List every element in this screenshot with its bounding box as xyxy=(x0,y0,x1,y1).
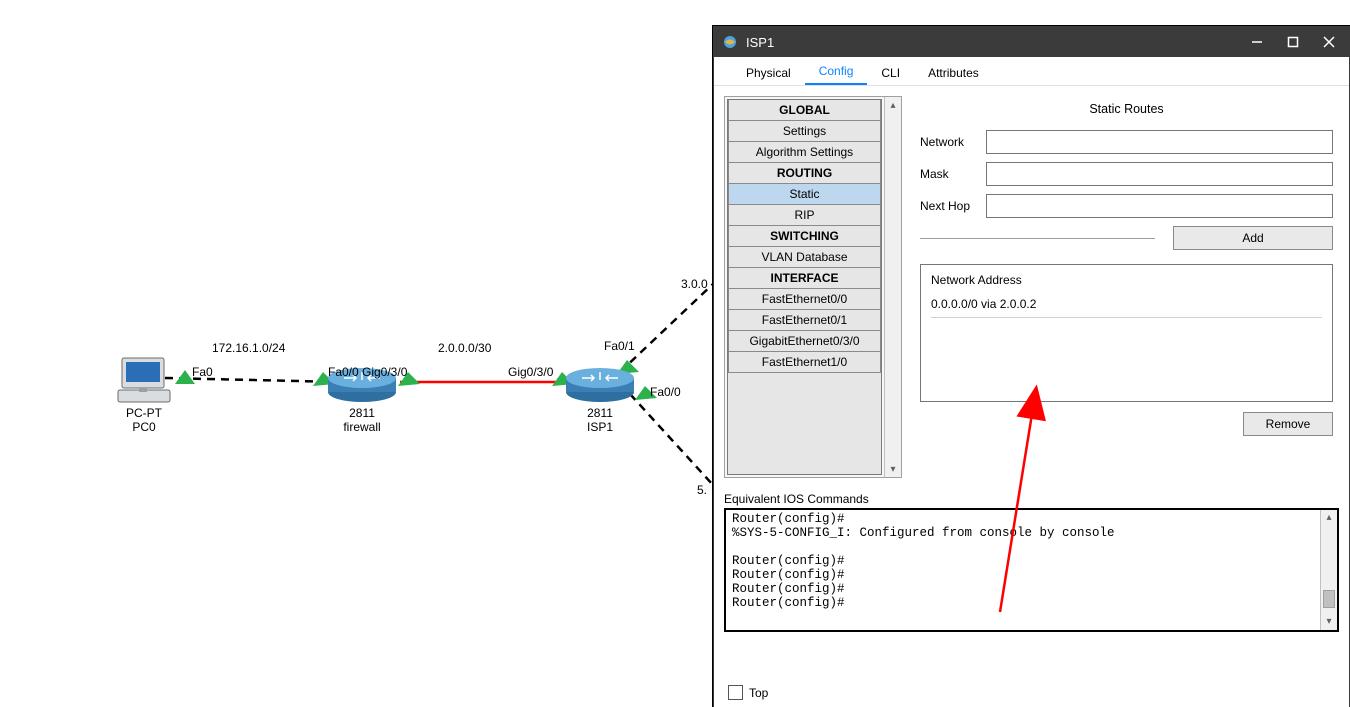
tree-item[interactable]: GigabitEthernet0/3/0 xyxy=(728,330,881,352)
tree-item[interactable]: Algorithm Settings xyxy=(728,141,881,163)
tree-item[interactable]: FastEthernet1/0 xyxy=(728,351,881,373)
window-titlebar[interactable]: ISP1 xyxy=(714,27,1349,57)
iface-fa00-right: Fa0/0 xyxy=(650,385,681,399)
route-entry[interactable]: 0.0.0.0/0 via 2.0.0.2 xyxy=(931,295,1322,318)
device-label-pc: PC-PT PC0 xyxy=(116,406,172,434)
ios-text: Router(config)# %SYS-5-CONFIG_I: Configu… xyxy=(726,510,1320,630)
subnet-label-1: 172.16.1.0/24 xyxy=(212,341,285,355)
partial-label-3: 3.0.0 xyxy=(681,277,708,291)
iface-fa0: Fa0 xyxy=(192,365,213,379)
ios-commands-box[interactable]: Router(config)# %SYS-5-CONFIG_I: Configu… xyxy=(724,508,1339,632)
tree-item[interactable]: RIP xyxy=(728,204,881,226)
network-label: Network xyxy=(920,135,986,149)
tree-header: ROUTING xyxy=(728,162,881,184)
minimize-button[interactable] xyxy=(1251,36,1263,48)
maximize-button[interactable] xyxy=(1287,36,1299,48)
tab-cli[interactable]: CLI xyxy=(867,60,914,85)
tab-config[interactable]: Config xyxy=(805,58,868,85)
pc-icon xyxy=(118,358,170,402)
iface-gig030-right: Gig0/3/0 xyxy=(508,365,553,379)
iface-gig030-left: Gig0/3/0 xyxy=(362,365,407,379)
tab-physical[interactable]: Physical xyxy=(732,60,805,85)
config-tree: GLOBALSettingsAlgorithm SettingsROUTINGS… xyxy=(724,96,902,478)
top-checkbox[interactable] xyxy=(728,685,743,700)
iface-fa00-left: Fa0/0 xyxy=(328,365,359,379)
link-isp1-down xyxy=(630,394,713,485)
window-footer: Top xyxy=(728,685,768,700)
network-input[interactable] xyxy=(986,130,1333,154)
tree-item[interactable]: Settings xyxy=(728,120,881,142)
tree-header: INTERFACE xyxy=(728,267,881,289)
partial-label-5: 5. xyxy=(697,483,707,497)
subnet-label-2: 2.0.0.0/30 xyxy=(438,341,491,355)
scroll-down-icon[interactable]: ▾ xyxy=(885,461,901,477)
scroll-up-icon[interactable]: ▴ xyxy=(885,97,901,113)
iface-fa01: Fa0/1 xyxy=(604,339,635,353)
nexthop-input[interactable] xyxy=(986,194,1333,218)
mask-input[interactable] xyxy=(986,162,1333,186)
remove-button[interactable]: Remove xyxy=(1243,412,1333,436)
tree-item[interactable]: VLAN Database xyxy=(728,246,881,268)
routes-header: Network Address xyxy=(931,273,1322,287)
ios-label: Equivalent IOS Commands xyxy=(724,492,1339,506)
scroll-down-icon[interactable]: ▾ xyxy=(1321,614,1337,630)
device-label-isp1: 2811 ISP1 xyxy=(572,406,628,434)
top-label: Top xyxy=(749,686,768,700)
routes-listbox[interactable]: Network Address 0.0.0.0/0 via 2.0.0.2 xyxy=(920,264,1333,402)
separator-line xyxy=(920,237,1155,239)
mask-label: Mask xyxy=(920,167,986,181)
app-icon xyxy=(722,34,738,50)
tree-header: SWITCHING xyxy=(728,225,881,247)
scroll-up-icon[interactable]: ▴ xyxy=(1321,510,1337,526)
scroll-thumb[interactable] xyxy=(1323,590,1335,608)
static-routes-form: Static Routes Network Mask Next Hop Add … xyxy=(920,96,1339,478)
window-title: ISP1 xyxy=(746,35,774,50)
close-button[interactable] xyxy=(1323,36,1335,48)
form-title: Static Routes xyxy=(920,102,1333,116)
ios-scrollbar[interactable]: ▴ ▾ xyxy=(1320,510,1337,630)
tab-bar: Physical Config CLI Attributes xyxy=(714,57,1349,86)
tree-header: GLOBAL xyxy=(728,99,881,121)
add-button[interactable]: Add xyxy=(1173,226,1333,250)
tab-attributes[interactable]: Attributes xyxy=(914,60,993,85)
tree-scrollbar[interactable]: ▴ ▾ xyxy=(884,97,901,477)
tree-item[interactable]: FastEthernet0/0 xyxy=(728,288,881,310)
isp1-router-icon xyxy=(566,368,634,402)
nexthop-label: Next Hop xyxy=(920,199,986,213)
device-label-firewall: 2811 firewall xyxy=(334,406,390,434)
tree-item[interactable]: FastEthernet0/1 xyxy=(728,309,881,331)
link-isp1-up xyxy=(620,284,713,372)
tree-item[interactable]: Static xyxy=(728,183,881,205)
config-window: ISP1 Physical Config CLI Attributes GLOB… xyxy=(713,26,1350,707)
